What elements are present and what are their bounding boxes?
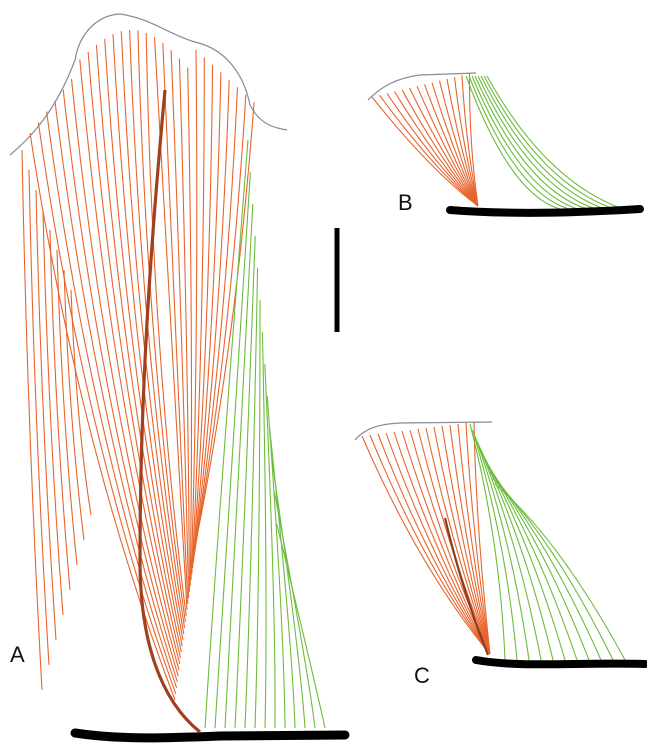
panel-label: C xyxy=(414,663,430,688)
vein xyxy=(36,190,56,640)
base-a xyxy=(75,733,345,738)
vein xyxy=(487,76,623,209)
vein xyxy=(378,434,490,654)
panel-label: B xyxy=(398,190,413,215)
vein xyxy=(466,76,560,209)
base-b xyxy=(450,209,640,213)
vein xyxy=(484,76,614,209)
vein xyxy=(22,150,42,690)
vein xyxy=(50,230,70,590)
vein xyxy=(188,68,192,586)
vein xyxy=(205,140,248,728)
base-c xyxy=(476,660,645,664)
vein xyxy=(43,210,63,615)
venation xyxy=(22,30,625,728)
figure: A B C xyxy=(0,0,647,747)
vein xyxy=(493,478,614,660)
vein xyxy=(488,466,590,660)
vein xyxy=(215,172,250,728)
vein xyxy=(191,50,197,580)
vein xyxy=(29,170,49,665)
outline-b xyxy=(368,73,476,100)
vein xyxy=(267,396,285,728)
panel-label: A xyxy=(10,642,25,667)
vein xyxy=(64,270,84,540)
